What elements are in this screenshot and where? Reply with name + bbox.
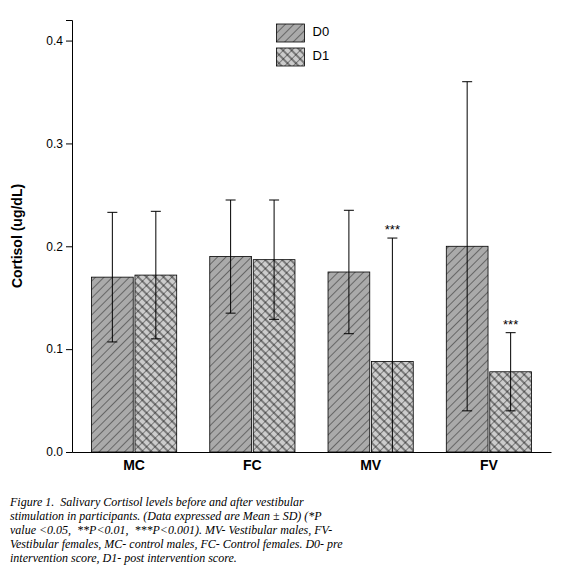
caption-line: stimulation in participants. (Data expre… <box>10 509 322 523</box>
y-tick-mark <box>66 41 72 42</box>
x-axis: MC FC MV FV <box>73 453 552 473</box>
legend-swatch <box>277 24 305 42</box>
legend-swatch <box>277 48 305 66</box>
x-tick-label: FV <box>480 457 499 473</box>
legend: D0 D1 <box>277 24 330 66</box>
x-tick-label: MV <box>360 457 382 473</box>
x-tick: FV <box>480 457 499 473</box>
y-tick: 0.0 <box>46 445 72 459</box>
y-tick-mark <box>66 246 72 247</box>
x-tick: FC <box>243 457 262 473</box>
x-tick-label: MC <box>123 457 145 473</box>
y-axis-line <box>66 21 73 453</box>
x-tick-label: FC <box>243 457 262 473</box>
series <box>135 200 532 452</box>
annotation: *** <box>503 317 518 332</box>
error-bar <box>151 211 161 339</box>
legend-label: D1 <box>313 48 330 63</box>
chart: 0.0 0.1 0.2 0.3 0.4 MC FC MV FV *** *** D0 D1 Cortiso… <box>0 0 566 572</box>
y-tick-label: 0.1 <box>46 342 63 356</box>
error-bar <box>506 333 516 411</box>
x-tick: MC <box>123 457 145 473</box>
plot-area: 0.0 0.1 0.2 0.3 0.4 MC FC MV FV *** *** D0 D1 <box>46 21 551 485</box>
y-tick-label: 0.3 <box>46 137 63 151</box>
y-axis-title: Cortisol (ug/dL) <box>9 184 25 288</box>
legend-item: D0 <box>277 24 330 42</box>
y-axis: 0.0 0.1 0.2 0.3 0.4 <box>46 21 72 460</box>
error-bar <box>344 210 354 333</box>
y-tick-mark <box>66 452 72 453</box>
caption-line: value <0.05, **P<0.01, ***P<0.001). MV- … <box>10 523 332 537</box>
marks <box>91 82 531 452</box>
y-tick: 0.3 <box>46 137 72 151</box>
error-bar <box>269 200 279 319</box>
y-tick-mark <box>66 143 72 144</box>
y-tick: 0.2 <box>46 240 72 254</box>
caption: Figure 1. Salivary Cortisol levels befor… <box>9 495 343 565</box>
caption-line: intervention score, D1- post interventio… <box>10 551 237 565</box>
y-tick-mark <box>66 349 72 350</box>
error-bar <box>387 238 397 452</box>
error-bar <box>226 200 236 313</box>
y-tick: 0.1 <box>46 342 72 356</box>
x-tick: MV <box>360 457 382 473</box>
legend-label: D0 <box>313 24 330 39</box>
y-tick-label: 0.2 <box>46 240 63 254</box>
caption-line: Vestibular females, MC- control males, F… <box>10 537 343 551</box>
y-tick: 0.4 <box>46 34 72 48</box>
series <box>91 82 488 452</box>
y-tick-label: 0.4 <box>46 34 63 48</box>
annotation: *** <box>385 222 400 237</box>
caption-line: Figure 1. Salivary Cortisol levels befor… <box>9 495 304 509</box>
error-bar <box>107 212 117 342</box>
y-tick-label: 0.0 <box>46 445 63 459</box>
error-bar <box>462 82 472 411</box>
x-axis-line <box>73 452 552 453</box>
legend-item: D1 <box>277 48 330 66</box>
